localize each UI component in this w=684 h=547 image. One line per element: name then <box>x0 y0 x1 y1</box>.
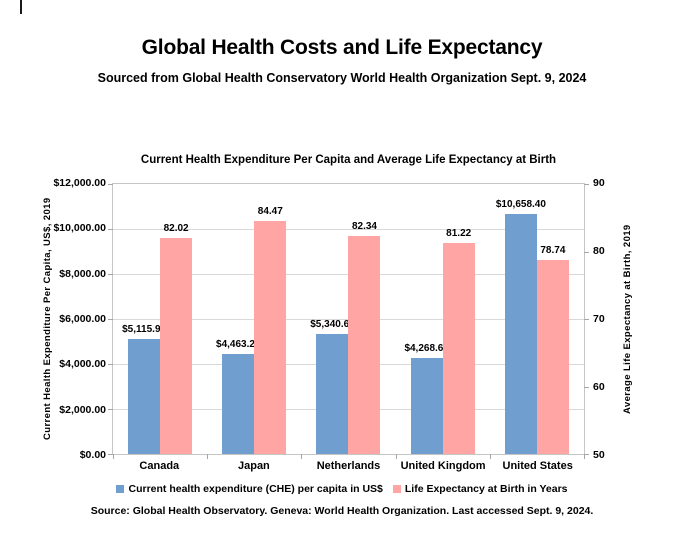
legend-label: Current health expenditure (CHE) per cap… <box>128 483 383 495</box>
chart-legend: Current health expenditure (CHE) per cap… <box>0 483 684 495</box>
gridline <box>113 229 584 230</box>
bar-group: $4,463.28 84.47 <box>207 184 301 454</box>
source-note: Source: Global Health Observatory. Genev… <box>90 505 594 517</box>
bar-value-label: $10,658.40 <box>495 199 546 211</box>
bar-value-label: 82.34 <box>351 220 377 232</box>
legend-swatch <box>392 485 401 493</box>
y-tick-label-right: 90 <box>593 177 605 189</box>
bar-group: $5,115.98 82.02 <box>113 184 207 454</box>
y-tick-label-right: 70 <box>593 313 605 325</box>
bar-value-label: $4,268.68 <box>404 342 449 354</box>
x-tick <box>113 454 114 459</box>
x-tick <box>395 454 397 459</box>
chart-title: Current Health Expenditure Per Capita an… <box>140 154 557 166</box>
x-tick <box>207 454 209 459</box>
legend-label: Life Expectancy at Birth in Years <box>404 483 568 495</box>
bar-life: 84.47 <box>254 206 287 454</box>
legend-swatch <box>116 485 125 493</box>
plot-area: $5,115.98 82.02 $4,463.28 84.47 $5,340.61 82.… <box>108 183 589 459</box>
y-tick-left <box>108 364 113 365</box>
bar-che: $4,463.28 <box>216 339 261 454</box>
page-title: Global Health Costs and Life Expectancy <box>141 36 543 59</box>
legend-item: Life Expectancy at Birth in Years <box>392 483 568 495</box>
bar-che: $5,340.61 <box>310 319 355 454</box>
y-tick-label-right: 60 <box>593 381 605 393</box>
category-label: United States <box>502 460 573 472</box>
category-label: United Kingdom <box>400 460 486 472</box>
y-tick-label-right: 80 <box>593 245 605 257</box>
bar-value-label: 82.02 <box>163 222 189 234</box>
bar-value-label: 78.74 <box>540 245 566 257</box>
y-tick-label-left: $6,000.00 <box>59 313 106 325</box>
bar-value-label: 84.47 <box>257 206 283 218</box>
bar-che: $4,268.68 <box>404 343 449 454</box>
x-tick <box>489 454 491 459</box>
legend-item: Current health expenditure (CHE) per cap… <box>116 483 383 495</box>
y-tick-left <box>108 184 113 185</box>
bar-life: 82.34 <box>348 221 381 454</box>
y-tick-left <box>108 409 113 410</box>
bar-che: $5,115.98 <box>122 324 166 454</box>
y-tick-left <box>108 229 113 230</box>
y-tick-right <box>584 184 589 185</box>
text-cursor-line <box>20 0 22 14</box>
bar-che: $10,658.40 <box>496 199 546 454</box>
bar-group: $5,340.61 82.34 <box>301 184 395 454</box>
bar-life: 82.02 <box>160 223 193 454</box>
y-tick-left <box>108 274 113 275</box>
bar-life: 81.22 <box>442 228 475 454</box>
y-tick-left <box>108 454 113 455</box>
y-tick-label-left: $0.00 <box>79 449 106 461</box>
bar-value-label: $4,463.28 <box>216 338 261 350</box>
bar-value-label: $5,340.61 <box>310 318 355 330</box>
bar-group: $10,658.40 78.74 <box>490 184 584 454</box>
bar-value-label: 81.22 <box>446 228 472 240</box>
y-tick-label-left: $10,000.00 <box>53 222 106 235</box>
bar-group: $4,268.68 81.22 <box>396 184 490 454</box>
x-tick <box>584 454 585 459</box>
y-tick-left <box>108 319 113 320</box>
y-tick-label-left: $2,000.00 <box>59 403 106 416</box>
category-label: Canada <box>139 460 180 472</box>
page-subtitle: Sourced from Global Health Conservatory … <box>97 71 587 85</box>
category-label: Japan <box>237 460 270 472</box>
y-axis-labels-right: 90 80 70 60 50 <box>593 177 633 461</box>
y-tick-right <box>584 251 589 253</box>
y-tick-label-left: $4,000.00 <box>59 358 106 371</box>
y-tick-right <box>584 319 589 320</box>
y-tick-label-left: $8,000.00 <box>59 267 106 280</box>
bar-life: 78.74 <box>536 245 569 454</box>
category-label: Netherlands <box>316 460 381 472</box>
y-axis-labels-left: $12,000.00 $10,000.00 $8,000.00 $6,000.00 $4… <box>0 177 106 461</box>
y-tick-label-right: 50 <box>593 449 605 461</box>
y-tick-right <box>584 386 589 388</box>
y-tick-right <box>584 454 589 455</box>
x-axis-labels: Canada Japan Netherlands United Kingdom Unit… <box>112 460 585 472</box>
x-tick <box>301 454 303 459</box>
bar-value-label: $5,115.98 <box>122 323 167 335</box>
y-tick-label-left: $12,000.00 <box>53 177 106 189</box>
